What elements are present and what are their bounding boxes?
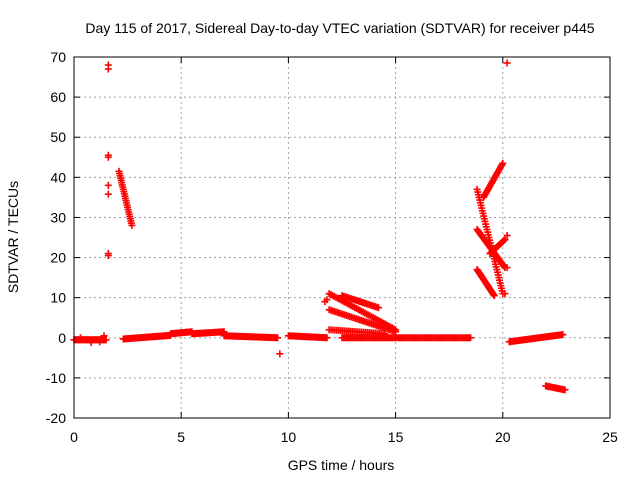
data-point <box>87 339 95 347</box>
data-point <box>128 221 136 229</box>
data-point <box>104 252 112 260</box>
y-tick-label: -20 <box>46 410 66 426</box>
y-tick-label: 50 <box>50 129 66 145</box>
data-point <box>276 350 284 358</box>
data-point <box>381 330 389 338</box>
data-point <box>104 181 112 189</box>
data-point <box>499 159 507 167</box>
y-tick-label: 60 <box>50 89 66 105</box>
y-tick-label: 70 <box>50 49 66 65</box>
data-points <box>70 59 569 394</box>
data-point <box>100 332 108 340</box>
data-point <box>102 336 110 344</box>
data-point <box>467 334 475 342</box>
data-point <box>498 161 506 169</box>
data-point <box>561 386 569 394</box>
data-point <box>490 292 498 300</box>
y-tick-label: 30 <box>50 209 66 225</box>
axis-ticks <box>73 56 611 419</box>
data-point <box>104 153 112 161</box>
x-tick-label: 10 <box>281 429 297 445</box>
data-point <box>76 334 84 342</box>
x-tick-label: 5 <box>177 429 185 445</box>
data-point <box>374 304 382 312</box>
grid-lines <box>74 57 610 418</box>
x-tick-label: 15 <box>388 429 404 445</box>
x-tick-labels: 0 5 10 15 20 25 <box>70 429 618 445</box>
data-point <box>274 334 282 342</box>
data-point <box>559 331 567 339</box>
x-tick-label: 25 <box>602 429 618 445</box>
data-point <box>392 328 400 336</box>
x-tick-label: 20 <box>495 429 511 445</box>
data-point <box>501 236 509 244</box>
data-point <box>96 338 104 346</box>
x-axis-label: GPS time / hours <box>288 457 395 473</box>
chart-title: Day 115 of 2017, Sidereal Day-to-day VTE… <box>85 20 594 36</box>
y-tick-labels: -20 -10 0 10 20 30 40 50 60 70 <box>46 49 66 426</box>
data-point <box>323 334 331 342</box>
y-axis-label: SDTVAR / TECUs <box>5 181 21 293</box>
x-tick-label: 0 <box>70 429 78 445</box>
y-tick-label: 0 <box>58 330 66 346</box>
y-tick-label: 20 <box>50 250 66 266</box>
y-tick-label: -10 <box>46 370 66 386</box>
data-point <box>503 264 511 272</box>
data-point <box>500 237 508 245</box>
data-point <box>104 65 112 73</box>
data-point <box>503 231 511 239</box>
data-point <box>104 190 112 198</box>
data-point <box>503 59 511 67</box>
plot-frame <box>73 56 611 419</box>
data-point <box>323 296 331 304</box>
y-tick-label: 10 <box>50 290 66 306</box>
data-point <box>501 290 509 298</box>
y-tick-label: 40 <box>50 169 66 185</box>
